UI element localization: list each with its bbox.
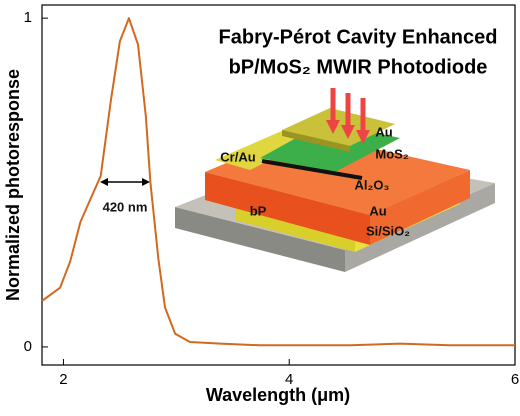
data-line: [41, 17, 515, 347]
fwhm-label: 420 nm: [103, 199, 148, 214]
y-tick-label: 0: [24, 338, 32, 355]
chart-subtitle: bP/MoS₂ MWIR Photodiode: [229, 56, 488, 78]
device-label: MoS₂: [375, 146, 408, 161]
device-drawing: [175, 88, 495, 272]
device-label: Si/SiO₂: [366, 223, 410, 238]
device-label: Cr/Au: [220, 149, 255, 164]
x-axis-label: Wavelength (μm): [206, 385, 350, 405]
device-label: Al₂O₃: [355, 177, 390, 192]
device-label: bP: [250, 203, 267, 218]
x-tick-label: 4: [285, 371, 293, 388]
x-tick-label: 2: [59, 371, 67, 388]
chart-title: Fabry-Pérot Cavity Enhanced: [219, 26, 498, 48]
y-axis-label: Normalized photoresponse: [3, 69, 23, 301]
device-label: Au: [369, 203, 386, 218]
y-tick-label: 1: [24, 9, 32, 26]
plot-frame: [41, 4, 516, 366]
x-tick-label: 6: [511, 371, 519, 388]
fwhm-arrow: [100, 178, 150, 186]
device-label: Au: [375, 124, 392, 139]
